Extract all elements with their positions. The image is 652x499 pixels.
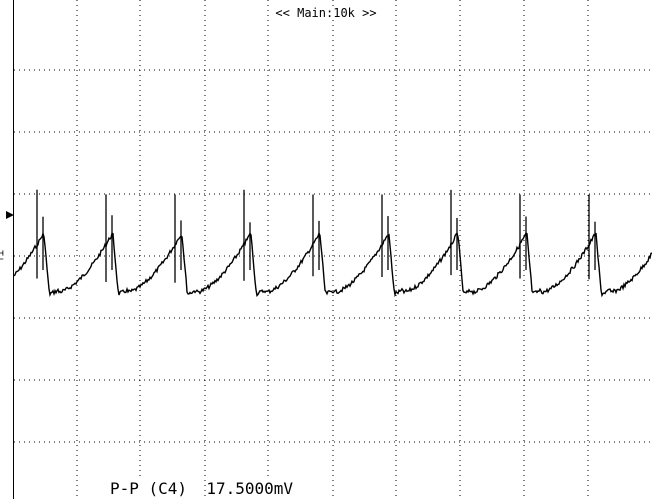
waveform-trace: [13, 189, 652, 298]
screen-left-border: [13, 0, 14, 499]
measurement-readout: P-P (C4) 17.5000mV: [110, 479, 294, 498]
timebase-text: << Main:10k >>: [274, 6, 378, 20]
grid: [14, 0, 652, 499]
channel-ground-marker-icon[interactable]: ⊤⊥: [0, 250, 5, 263]
measurement-label: P-P (C4): [110, 479, 188, 498]
waveform-path: [13, 231, 652, 298]
timebase-label: << Main:10k >>: [0, 6, 652, 20]
measurement-value: 17.5000mV: [206, 479, 294, 498]
trigger-level-marker-icon[interactable]: [6, 211, 14, 219]
